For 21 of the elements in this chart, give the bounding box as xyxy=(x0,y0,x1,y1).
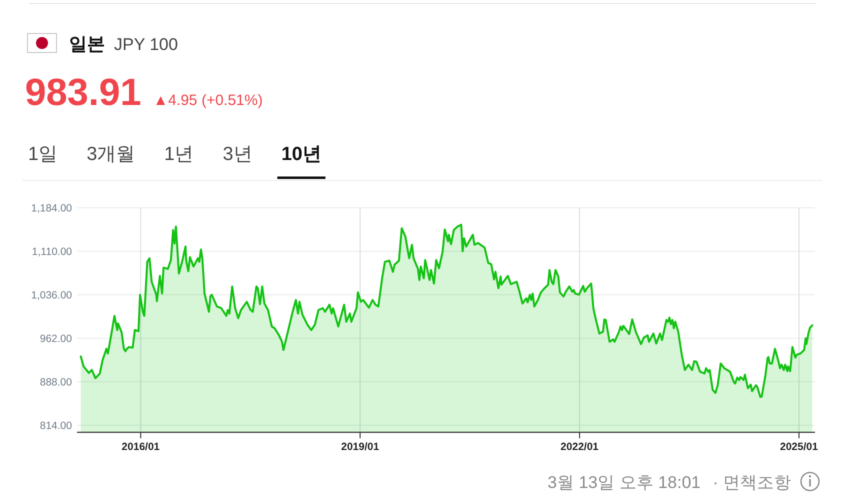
tab-label: 10년 xyxy=(281,144,322,165)
y-tick-label: 1,110.00 xyxy=(32,246,72,258)
tab-label: 1일 xyxy=(28,144,58,165)
x-tick-label: 2022/01 xyxy=(560,440,599,453)
subtitle: JPY 100 xyxy=(114,35,178,54)
y-tick-label: 814.00 xyxy=(40,420,72,432)
note: · 면책조항 xyxy=(712,473,791,492)
change: ▲4.95 (+0.51%) xyxy=(153,92,263,109)
y-tick-label: 1,184.00 xyxy=(31,202,72,214)
x-tick-label: 2019/01 xyxy=(341,440,380,453)
title: 일본 xyxy=(69,34,105,54)
y-tick-label: 888.00 xyxy=(40,376,72,389)
tab-label: 1년 xyxy=(164,144,194,165)
price: 983.91 xyxy=(25,72,142,114)
note: 3월 13일 오후 18:01 xyxy=(548,473,701,492)
y-tick-label: 962.00 xyxy=(40,333,72,346)
x-tick-label: 2016/01 xyxy=(122,440,160,453)
y-tick-label: 1,036.00 xyxy=(31,290,72,302)
tab-label: 3개월 xyxy=(86,144,136,165)
x-tick-label: 2025/01 xyxy=(780,440,818,453)
tab-label: 3년 xyxy=(222,144,252,165)
